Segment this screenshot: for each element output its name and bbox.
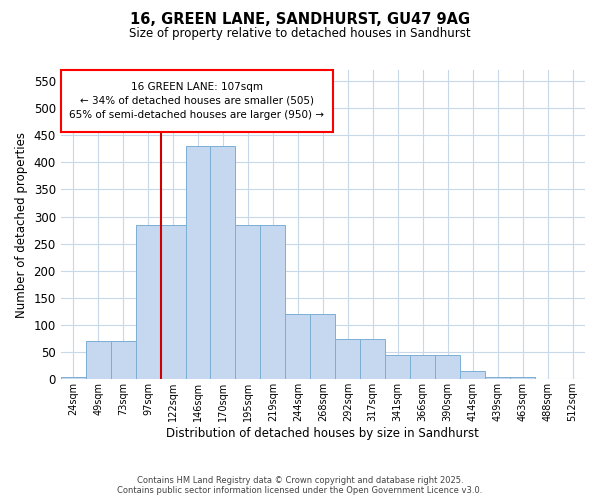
Bar <box>510 376 535 380</box>
Bar <box>260 224 286 380</box>
Text: 16, GREEN LANE, SANDHURST, GU47 9AG: 16, GREEN LANE, SANDHURST, GU47 9AG <box>130 12 470 28</box>
Bar <box>410 355 435 380</box>
Bar <box>310 314 335 380</box>
Bar <box>86 342 110 380</box>
Bar <box>385 355 410 380</box>
Y-axis label: Number of detached properties: Number of detached properties <box>15 132 28 318</box>
Bar <box>460 371 485 380</box>
Bar <box>435 355 460 380</box>
X-axis label: Distribution of detached houses by size in Sandhurst: Distribution of detached houses by size … <box>166 427 479 440</box>
Bar <box>235 224 260 380</box>
Text: Contains HM Land Registry data © Crown copyright and database right 2025.
Contai: Contains HM Land Registry data © Crown c… <box>118 476 482 495</box>
Bar <box>286 314 310 380</box>
Bar <box>360 338 385 380</box>
Bar <box>211 146 235 380</box>
Bar <box>335 338 360 380</box>
Bar <box>161 224 185 380</box>
Bar <box>185 146 211 380</box>
Bar <box>61 376 86 380</box>
Bar <box>136 224 161 380</box>
Bar <box>485 376 510 380</box>
Text: 16 GREEN LANE: 107sqm
← 34% of detached houses are smaller (505)
65% of semi-det: 16 GREEN LANE: 107sqm ← 34% of detached … <box>70 82 325 120</box>
Bar <box>110 342 136 380</box>
Text: Size of property relative to detached houses in Sandhurst: Size of property relative to detached ho… <box>129 28 471 40</box>
